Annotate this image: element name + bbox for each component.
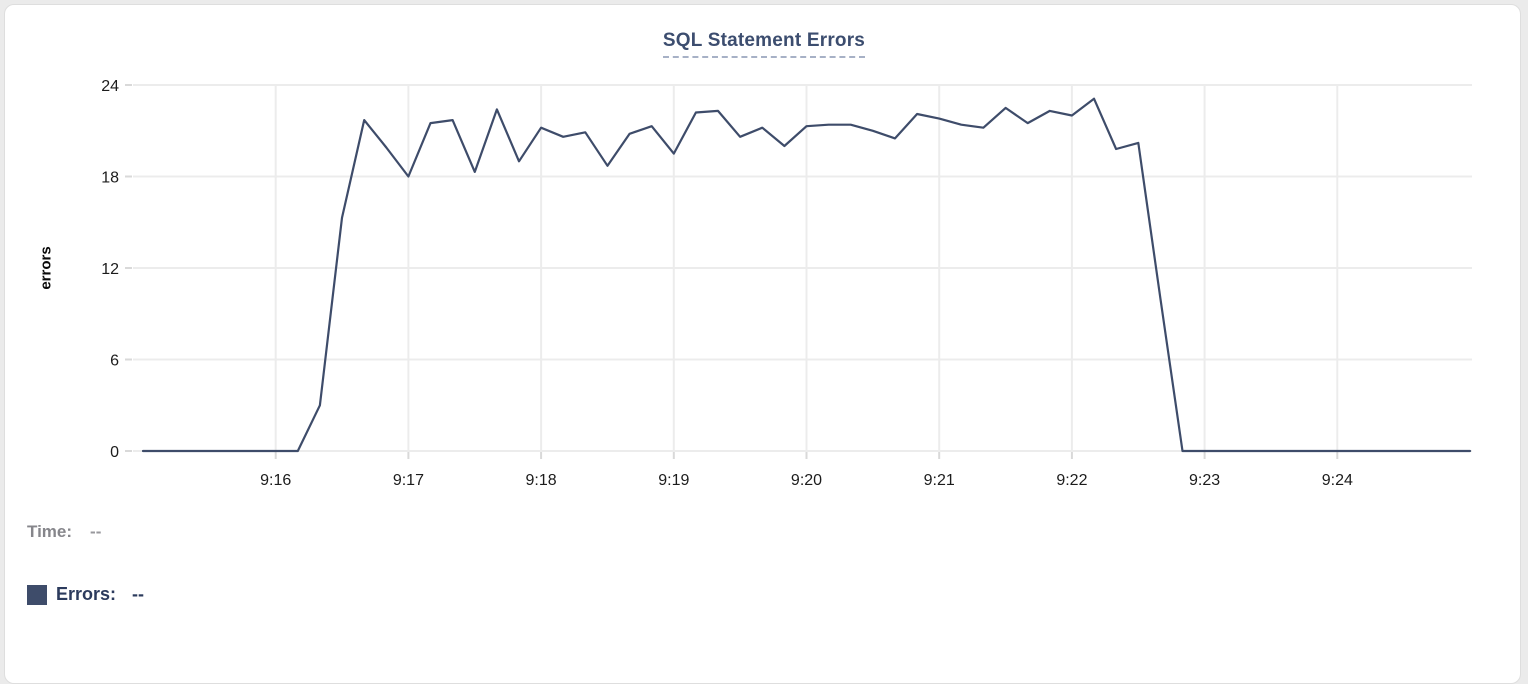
x-tick-label: 9:18	[526, 472, 557, 489]
y-axis-title: errors	[37, 246, 55, 290]
y-tick-label: 18	[101, 170, 119, 187]
y-tick-label: 0	[110, 444, 119, 461]
x-tick-label: 9:24	[1322, 472, 1353, 489]
x-tick-label: 9:17	[393, 472, 424, 489]
chart-card	[4, 4, 1521, 684]
errors-series-swatch-icon	[27, 584, 47, 605]
errors-readout-row: Errors: --	[27, 584, 144, 605]
chart-header: SQL Statement Errors	[0, 30, 1528, 58]
x-tick-label: 9:23	[1189, 472, 1220, 489]
x-tick-label: 9:16	[260, 472, 291, 489]
x-tick-label: 9:22	[1056, 472, 1087, 489]
series-line-errors	[141, 97, 1472, 453]
errors-readout-value: --	[132, 584, 145, 604]
y-tick-label: 6	[110, 353, 119, 370]
y-tick-label: 12	[101, 261, 119, 278]
x-tick-label: 9:20	[791, 472, 822, 489]
time-readout-label: Time:	[27, 522, 73, 541]
errors-line-chart[interactable]: 0 6 12 18 24 9:16 9:17 9:18 9:19 9:20 9:21 9:22 9:23…	[0, 0, 1528, 505]
time-readout-row: Time: --	[27, 522, 101, 542]
time-readout-value: --	[90, 522, 102, 541]
errors-readout-label: Errors:	[56, 584, 117, 604]
x-tick-label: 9:21	[924, 472, 955, 489]
y-tick-label: 24	[101, 78, 119, 95]
chart-title[interactable]: SQL Statement Errors	[662, 30, 866, 58]
x-tick-label: 9:19	[658, 472, 689, 489]
